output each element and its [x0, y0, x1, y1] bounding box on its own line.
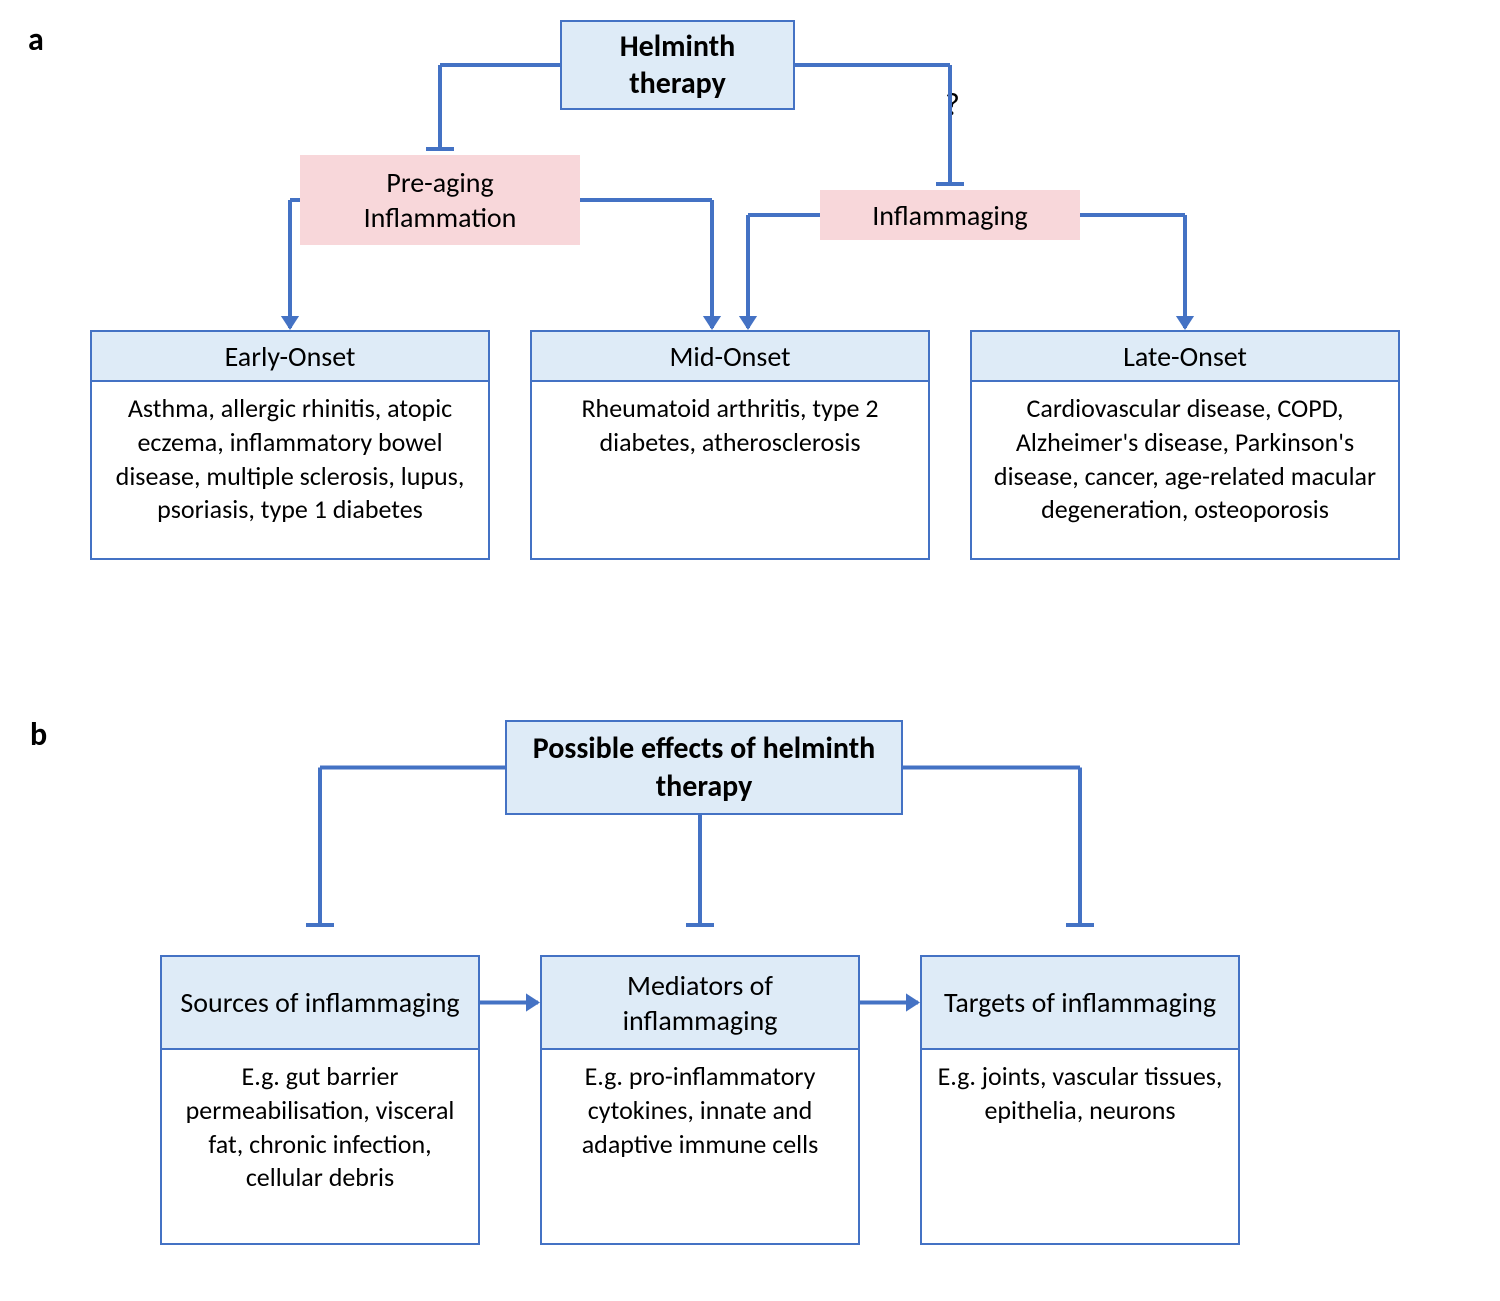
- early-onset-body-text: Asthma, allergic rhinitis, atopic eczema…: [106, 392, 474, 527]
- late-onset: Late-Onset Cardiovascular disease, COPD, …: [970, 330, 1400, 560]
- sources-inflammaging-body: E.g. gut barrier permeabilisation, visce…: [160, 1050, 480, 1245]
- targets-inflammaging-body-text: E.g. joints, vascular tissues, epithelia…: [936, 1060, 1224, 1128]
- mediators-inflammaging-header: Mediators of inflammaging: [540, 955, 860, 1050]
- question-mark-text: ?: [945, 85, 960, 124]
- targets-inflammaging: Targets of inflammaging E.g. joints, vasc…: [920, 955, 1240, 1245]
- mid-onset-header-text: Mid-Onset: [669, 339, 790, 374]
- possible-effects-box: Possible effects of helminth therapy: [505, 720, 903, 815]
- panel-a-label: a: [28, 20, 44, 59]
- late-onset-header: Late-Onset: [970, 330, 1400, 382]
- possible-effects-box-text: Possible effects of helminth therapy: [517, 730, 891, 805]
- mediators-inflammaging-header-text: Mediators of inflammaging: [552, 968, 848, 1038]
- pre-aging-inflammation-box-text: Pre-aging Inflammation: [312, 165, 568, 235]
- sources-inflammaging-header: Sources of inflammaging: [160, 955, 480, 1050]
- inflammaging-box-text: Inflammaging: [872, 198, 1027, 233]
- panel-b-label-text: b: [30, 715, 47, 754]
- early-onset: Early-Onset Asthma, allergic rhinitis, at…: [90, 330, 490, 560]
- question-mark: ?: [945, 85, 960, 124]
- early-onset-body: Asthma, allergic rhinitis, atopic eczema…: [90, 382, 490, 560]
- mediators-inflammaging-body: E.g. pro-inflammatory cytokines, innate …: [540, 1050, 860, 1245]
- mediators-inflammaging: Mediators of inflammaging E.g. pro-inflam…: [540, 955, 860, 1245]
- targets-inflammaging-header: Targets of inflammaging: [920, 955, 1240, 1050]
- mid-onset-body: Rheumatoid arthritis, type 2 diabetes, a…: [530, 382, 930, 560]
- panel-a-label-text: a: [28, 20, 44, 59]
- sources-inflammaging-body-text: E.g. gut barrier permeabilisation, visce…: [176, 1060, 464, 1195]
- late-onset-header-text: Late-Onset: [1123, 339, 1247, 374]
- helminth-therapy-box: Helminth therapy: [560, 20, 795, 110]
- inflammaging-box: Inflammaging: [820, 190, 1080, 240]
- targets-inflammaging-body: E.g. joints, vascular tissues, epithelia…: [920, 1050, 1240, 1245]
- mediators-inflammaging-body-text: E.g. pro-inflammatory cytokines, innate …: [556, 1060, 844, 1161]
- late-onset-body: Cardiovascular disease, COPD, Alzheimer'…: [970, 382, 1400, 560]
- helminth-therapy-box-text: Helminth therapy: [572, 28, 783, 103]
- early-onset-header-text: Early-Onset: [225, 339, 356, 374]
- targets-inflammaging-header-text: Targets of inflammaging: [944, 985, 1216, 1020]
- sources-inflammaging-header-text: Sources of inflammaging: [180, 985, 459, 1020]
- pre-aging-inflammation-box: Pre-aging Inflammation: [300, 155, 580, 245]
- mid-onset: Mid-Onset Rheumatoid arthritis, type 2 di…: [530, 330, 930, 560]
- sources-inflammaging: Sources of inflammaging E.g. gut barrier …: [160, 955, 480, 1245]
- mid-onset-header: Mid-Onset: [530, 330, 930, 382]
- mid-onset-body-text: Rheumatoid arthritis, type 2 diabetes, a…: [546, 392, 914, 460]
- early-onset-header: Early-Onset: [90, 330, 490, 382]
- late-onset-body-text: Cardiovascular disease, COPD, Alzheimer'…: [986, 392, 1384, 527]
- panel-b-label: b: [30, 715, 47, 754]
